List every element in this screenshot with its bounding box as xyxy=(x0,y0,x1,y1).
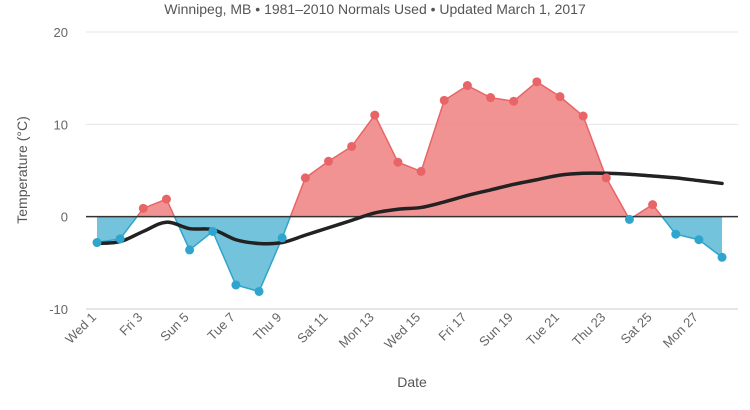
area-above-normal xyxy=(633,204,663,217)
area-above-normal xyxy=(136,199,175,217)
data-point xyxy=(555,92,565,102)
data-point xyxy=(717,252,727,262)
data-point xyxy=(648,200,658,210)
data-point xyxy=(138,203,148,213)
data-point xyxy=(115,234,125,244)
data-point xyxy=(231,280,241,290)
data-point xyxy=(277,233,287,243)
data-points xyxy=(92,77,727,296)
data-point xyxy=(601,173,611,183)
data-point xyxy=(486,93,496,103)
y-tick-label: -10 xyxy=(49,302,68,317)
x-axis-ticks: Wed 1 Fri 3 Sun 5 Tue 7 Thu 9 Sat 11 Mon 13 Wed… xyxy=(62,310,701,352)
x-tick-label: Sat 11 xyxy=(294,310,331,347)
x-tick-label: Thu 9 xyxy=(250,310,284,344)
data-point xyxy=(254,286,264,296)
x-tick-label: Tue 21 xyxy=(523,310,562,349)
area-below-normal xyxy=(174,216,291,292)
x-tick-label: Wed 15 xyxy=(381,310,423,352)
data-point xyxy=(509,96,519,106)
data-point xyxy=(462,81,472,91)
data-point xyxy=(324,156,333,166)
y-axis-ticks: -10 0 10 20 xyxy=(49,25,68,317)
y-tick-label: 10 xyxy=(54,117,68,132)
data-point xyxy=(208,226,218,236)
x-tick-label: Mon 27 xyxy=(660,310,701,351)
chart-subtitle: Winnipeg, MB • 1981–2010 Normals Used • … xyxy=(164,1,586,17)
normal-line-group xyxy=(95,171,724,246)
data-point xyxy=(671,229,681,239)
y-tick-label: 0 xyxy=(61,210,68,225)
x-tick-label: Sun 19 xyxy=(476,310,516,350)
temperature-line-segment xyxy=(661,216,723,258)
area-fills xyxy=(96,80,723,293)
x-tick-label: Tue 7 xyxy=(204,310,238,344)
y-axis-title: Temperature (°C) xyxy=(14,116,30,224)
y-tick-label: 20 xyxy=(54,25,68,40)
data-point xyxy=(439,95,449,105)
x-tick-label: Sat 25 xyxy=(618,310,655,347)
temperature-line-segment xyxy=(289,80,629,218)
data-point xyxy=(694,235,704,245)
data-point xyxy=(161,194,171,204)
data-point xyxy=(624,214,634,224)
area-below-normal xyxy=(97,216,137,243)
normal-temperature-line xyxy=(95,171,724,246)
x-tick-label: Thu 23 xyxy=(569,310,608,349)
data-point xyxy=(370,110,380,120)
data-point xyxy=(578,111,588,121)
x-tick-label: Fri 17 xyxy=(435,310,469,344)
data-point xyxy=(185,245,195,255)
temperature-line-segment xyxy=(136,198,176,218)
data-point xyxy=(416,166,426,176)
area-below-normal xyxy=(662,216,723,258)
grid-lines xyxy=(86,31,738,310)
x-tick-label: Mon 13 xyxy=(336,310,377,351)
data-point xyxy=(347,141,357,151)
data-point xyxy=(300,173,310,183)
x-axis-title: Date xyxy=(397,374,427,390)
data-point xyxy=(393,157,403,167)
x-tick-label: Sun 5 xyxy=(157,310,192,345)
x-tick-label: Fri 3 xyxy=(116,310,145,339)
data-point xyxy=(92,238,102,248)
data-point xyxy=(532,77,542,87)
